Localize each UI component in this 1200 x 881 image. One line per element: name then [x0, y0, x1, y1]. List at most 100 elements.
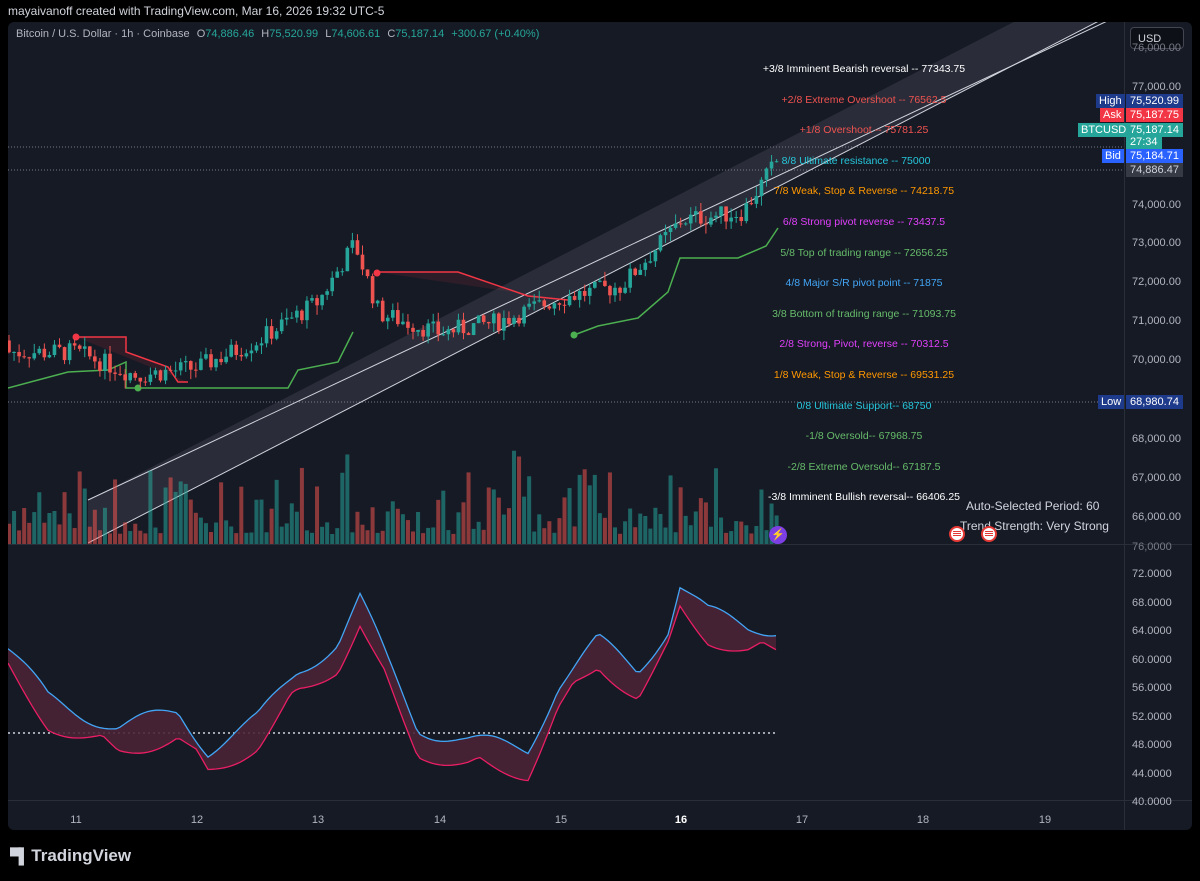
- candle-body[interactable]: [739, 216, 744, 222]
- candle-body[interactable]: [688, 214, 693, 224]
- candle-body[interactable]: [683, 223, 688, 225]
- candle-body[interactable]: [719, 206, 723, 216]
- candle-body[interactable]: [103, 353, 107, 371]
- candle-body[interactable]: [608, 285, 612, 296]
- candle-body[interactable]: [173, 370, 178, 372]
- candle-body[interactable]: [199, 358, 203, 370]
- candle-body[interactable]: [618, 287, 622, 293]
- candle-body[interactable]: [148, 374, 153, 382]
- candle-body[interactable]: [486, 322, 491, 324]
- candle-body[interactable]: [421, 329, 425, 337]
- candle-body[interactable]: [12, 351, 16, 353]
- candle-body[interactable]: [517, 317, 521, 324]
- candle-body[interactable]: [663, 231, 668, 236]
- candle-body[interactable]: [694, 211, 698, 215]
- candle-body[interactable]: [401, 321, 405, 325]
- candle-body[interactable]: [567, 295, 572, 306]
- candle-body[interactable]: [613, 287, 617, 296]
- candle-body[interactable]: [123, 374, 127, 381]
- candle-body[interactable]: [219, 358, 223, 363]
- candle-body[interactable]: [108, 353, 112, 373]
- candle-body[interactable]: [315, 298, 319, 306]
- candle-body[interactable]: [653, 250, 658, 262]
- candle-body[interactable]: [522, 306, 526, 324]
- candle-body[interactable]: [456, 319, 461, 333]
- candle-body[interactable]: [128, 373, 132, 381]
- us-event-flag-icon[interactable]: [949, 526, 965, 542]
- candle-body[interactable]: [426, 323, 430, 337]
- candle-body[interactable]: [552, 303, 557, 309]
- candle-body[interactable]: [8, 340, 11, 353]
- symbol-legend[interactable]: Bitcoin / U.S. Dollar · 1h · Coinbase O7…: [16, 28, 539, 40]
- candle-body[interactable]: [532, 301, 536, 304]
- candle-body[interactable]: [118, 373, 122, 375]
- candle-body[interactable]: [133, 373, 138, 378]
- candle-body[interactable]: [300, 310, 304, 321]
- candle-body[interactable]: [502, 317, 506, 331]
- candle-body[interactable]: [577, 291, 582, 300]
- candle-body[interactable]: [224, 356, 228, 363]
- candle-body[interactable]: [345, 247, 350, 272]
- candle-body[interactable]: [709, 217, 713, 225]
- candle-body[interactable]: [17, 351, 21, 357]
- candle-body[interactable]: [759, 179, 764, 197]
- candle-body[interactable]: [744, 203, 749, 222]
- candle-body[interactable]: [512, 317, 516, 324]
- currency-button[interactable]: USD: [1130, 27, 1184, 49]
- candle-body[interactable]: [37, 348, 42, 354]
- candle-body[interactable]: [446, 329, 451, 335]
- candle-body[interactable]: [98, 361, 102, 371]
- candle-body[interactable]: [254, 345, 259, 351]
- candle-body[interactable]: [547, 306, 552, 309]
- candle-body[interactable]: [481, 315, 486, 323]
- candle-body[interactable]: [325, 291, 329, 295]
- candle-body[interactable]: [310, 298, 314, 301]
- candle-body[interactable]: [370, 276, 375, 304]
- candle-body[interactable]: [113, 372, 117, 374]
- candle-body[interactable]: [204, 354, 208, 359]
- candle-body[interactable]: [380, 300, 385, 322]
- candle-body[interactable]: [638, 269, 643, 275]
- candle-body[interactable]: [279, 319, 284, 332]
- candle-body[interactable]: [42, 348, 47, 358]
- candle-body[interactable]: [598, 280, 602, 282]
- candle-body[interactable]: [330, 277, 334, 292]
- candle-body[interactable]: [360, 254, 365, 270]
- candle-body[interactable]: [451, 329, 456, 333]
- lightning-icon[interactable]: ⚡: [769, 526, 787, 544]
- candle-body[interactable]: [754, 196, 759, 204]
- candle-body[interactable]: [295, 310, 299, 318]
- candle-body[interactable]: [396, 310, 400, 325]
- candle-body[interactable]: [673, 223, 678, 228]
- candle-body[interactable]: [714, 215, 718, 218]
- candle-body[interactable]: [492, 313, 496, 324]
- candle-body[interactable]: [259, 343, 264, 346]
- candle-body[interactable]: [138, 377, 143, 382]
- candle-body[interactable]: [244, 353, 249, 357]
- candle-body[interactable]: [234, 344, 239, 355]
- chart-frame[interactable]: Bitcoin / U.S. Dollar · 1h · Coinbase O7…: [8, 22, 1192, 830]
- candle-body[interactable]: [67, 343, 72, 361]
- candle-body[interactable]: [264, 326, 269, 344]
- candle-body[interactable]: [284, 317, 289, 320]
- candle-body[interactable]: [704, 223, 708, 225]
- candle-body[interactable]: [57, 344, 62, 348]
- candle-body[interactable]: [764, 168, 769, 180]
- candle-body[interactable]: [466, 333, 471, 335]
- candle-body[interactable]: [542, 300, 547, 307]
- candle-body[interactable]: [385, 317, 390, 322]
- candle-body[interactable]: [143, 381, 148, 383]
- candle-body[interactable]: [93, 356, 97, 362]
- candle-body[interactable]: [249, 350, 254, 354]
- candle-body[interactable]: [411, 327, 415, 332]
- candle-body[interactable]: [774, 161, 779, 163]
- candle-body[interactable]: [633, 268, 637, 275]
- candle-body[interactable]: [365, 269, 370, 277]
- candle-body[interactable]: [189, 361, 193, 370]
- candle-body[interactable]: [436, 321, 441, 335]
- candle-body[interactable]: [163, 369, 168, 381]
- candle-body[interactable]: [183, 361, 188, 363]
- symbol-name[interactable]: Bitcoin / U.S. Dollar · 1h · Coinbase: [16, 28, 190, 40]
- chart-canvas[interactable]: [8, 22, 1192, 830]
- candle-body[interactable]: [158, 370, 163, 381]
